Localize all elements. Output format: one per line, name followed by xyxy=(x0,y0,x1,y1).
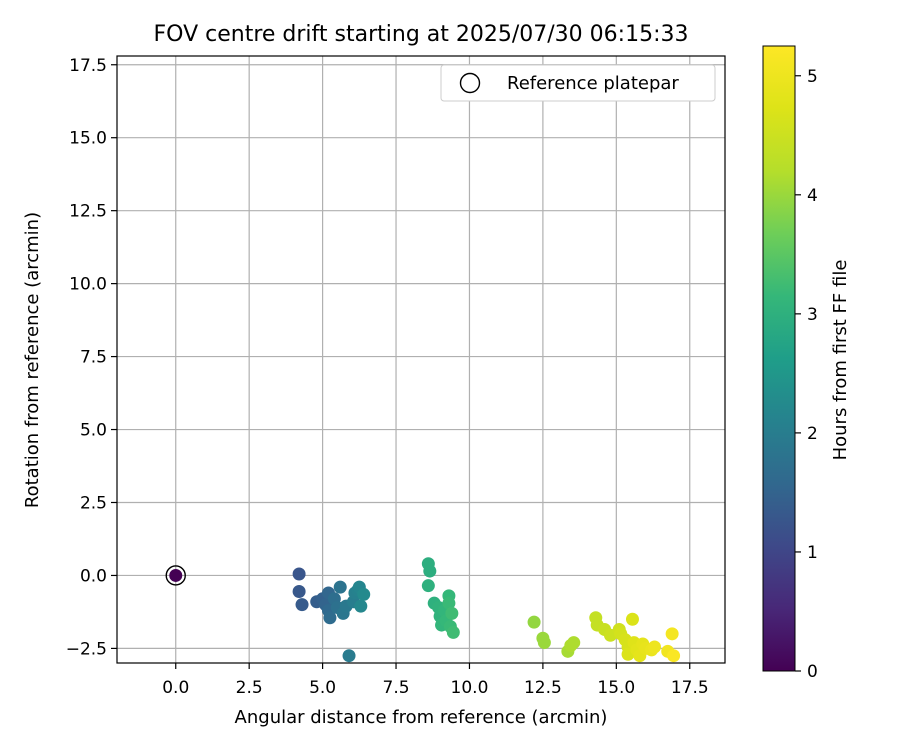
y-tick-label: −2.5 xyxy=(66,639,107,659)
x-tick-label: 2.5 xyxy=(236,678,263,698)
chart-title: FOV centre drift starting at 2025/07/30 … xyxy=(154,22,689,47)
colorbar-tick-label: 3 xyxy=(807,305,818,325)
x-tick-label: 0.0 xyxy=(162,678,189,698)
data-point xyxy=(292,567,306,581)
x-axis-ticks: 0.0 2.5 5.0 7.5 10.0 12.5 15.0 17.5 xyxy=(162,663,709,698)
x-tick-label: 15.0 xyxy=(597,678,635,698)
y-tick-label: 0.0 xyxy=(80,566,107,586)
x-axis-label: Angular distance from reference (arcmin) xyxy=(235,707,608,728)
y-tick-label: 15.0 xyxy=(69,129,107,149)
legend: Reference platepar xyxy=(440,64,716,102)
data-point xyxy=(342,649,356,663)
y-axis-label: Rotation from reference (arcmin) xyxy=(22,212,43,508)
y-tick-label: 5.0 xyxy=(80,421,107,441)
y-tick-label: 17.5 xyxy=(69,56,107,76)
colorbar-tick-label: 2 xyxy=(807,424,818,444)
x-tick-label: 17.5 xyxy=(671,678,709,698)
data-point xyxy=(537,636,551,650)
data-point xyxy=(295,598,309,612)
colorbar-label: Hours from first FF file xyxy=(830,260,851,461)
colorbar-tick-label: 1 xyxy=(807,543,818,563)
data-point xyxy=(333,580,347,594)
data-point xyxy=(567,636,581,650)
colorbar-gradient xyxy=(762,45,796,672)
colorbar: 0 1 2 3 4 5 Hours from first FF file xyxy=(762,45,851,682)
data-points xyxy=(165,557,681,663)
data-point xyxy=(665,627,679,641)
colorbar-tick-label: 4 xyxy=(807,186,818,206)
data-point xyxy=(423,564,437,578)
data-point xyxy=(445,606,459,620)
data-point xyxy=(169,568,183,582)
data-point xyxy=(625,612,639,626)
legend-box xyxy=(440,64,716,102)
x-tick-label: 10.0 xyxy=(451,678,489,698)
colorbar-tick-label: 5 xyxy=(807,67,818,87)
x-tick-label: 5.0 xyxy=(309,678,336,698)
legend-label: Reference platepar xyxy=(507,73,679,94)
y-tick-label: 10.0 xyxy=(69,275,107,295)
x-tick-label: 12.5 xyxy=(524,678,562,698)
y-tick-label: 7.5 xyxy=(80,348,107,368)
colorbar-ticks: 0 1 2 3 4 5 xyxy=(795,67,818,682)
y-axis-ticks: −2.5 0.0 2.5 5.0 7.5 10.0 12.5 15.0 17.5 xyxy=(66,56,117,659)
y-tick-label: 2.5 xyxy=(80,493,107,513)
y-tick-label: 12.5 xyxy=(69,202,107,222)
data-point xyxy=(648,640,662,654)
plot-frame xyxy=(116,55,726,664)
data-point xyxy=(442,596,456,610)
legend-marker-open-circle xyxy=(459,72,481,94)
x-tick-label: 7.5 xyxy=(383,678,410,698)
data-point xyxy=(421,579,435,593)
data-point xyxy=(357,587,371,601)
data-point xyxy=(527,615,541,629)
data-point xyxy=(354,599,368,613)
data-point xyxy=(292,585,306,599)
data-point xyxy=(667,649,681,663)
reference-platepar-marker xyxy=(165,565,186,586)
data-point xyxy=(446,625,460,639)
colorbar-tick-label: 0 xyxy=(807,662,818,682)
data-point xyxy=(323,611,337,625)
grid-lines xyxy=(117,56,725,663)
